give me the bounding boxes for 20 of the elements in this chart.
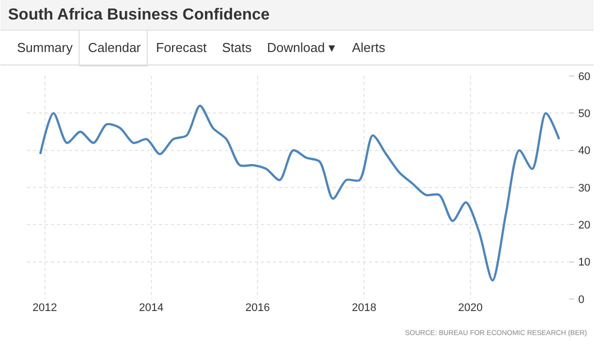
text: Calendar bbox=[88, 40, 142, 55]
y-tick-label: 10 bbox=[578, 256, 590, 269]
x-tick-label: 2018 bbox=[352, 302, 376, 314]
y-tick-label: 60 bbox=[578, 70, 590, 83]
text: Alerts bbox=[352, 40, 386, 55]
text: Download ▾ bbox=[267, 40, 336, 55]
y-tick-label: 30 bbox=[578, 182, 590, 194]
y-tick-label: 0 bbox=[578, 294, 584, 306]
x-tick-label: 2012 bbox=[32, 302, 58, 314]
y-tick-label: 20 bbox=[578, 220, 590, 232]
chart-title: South Africa Business Confidence bbox=[8, 6, 270, 24]
text: Forecast bbox=[156, 40, 207, 55]
text: Summary bbox=[17, 40, 74, 55]
x-tick-label: 2016 bbox=[245, 302, 270, 314]
text: Stats bbox=[222, 40, 252, 55]
x-tick-label: 2020 bbox=[458, 302, 483, 314]
line-series bbox=[39, 104, 560, 282]
y-tick-label: 40 bbox=[578, 145, 590, 158]
x-tick-label: 2014 bbox=[139, 302, 164, 314]
y-tick-label: 50 bbox=[578, 108, 590, 120]
